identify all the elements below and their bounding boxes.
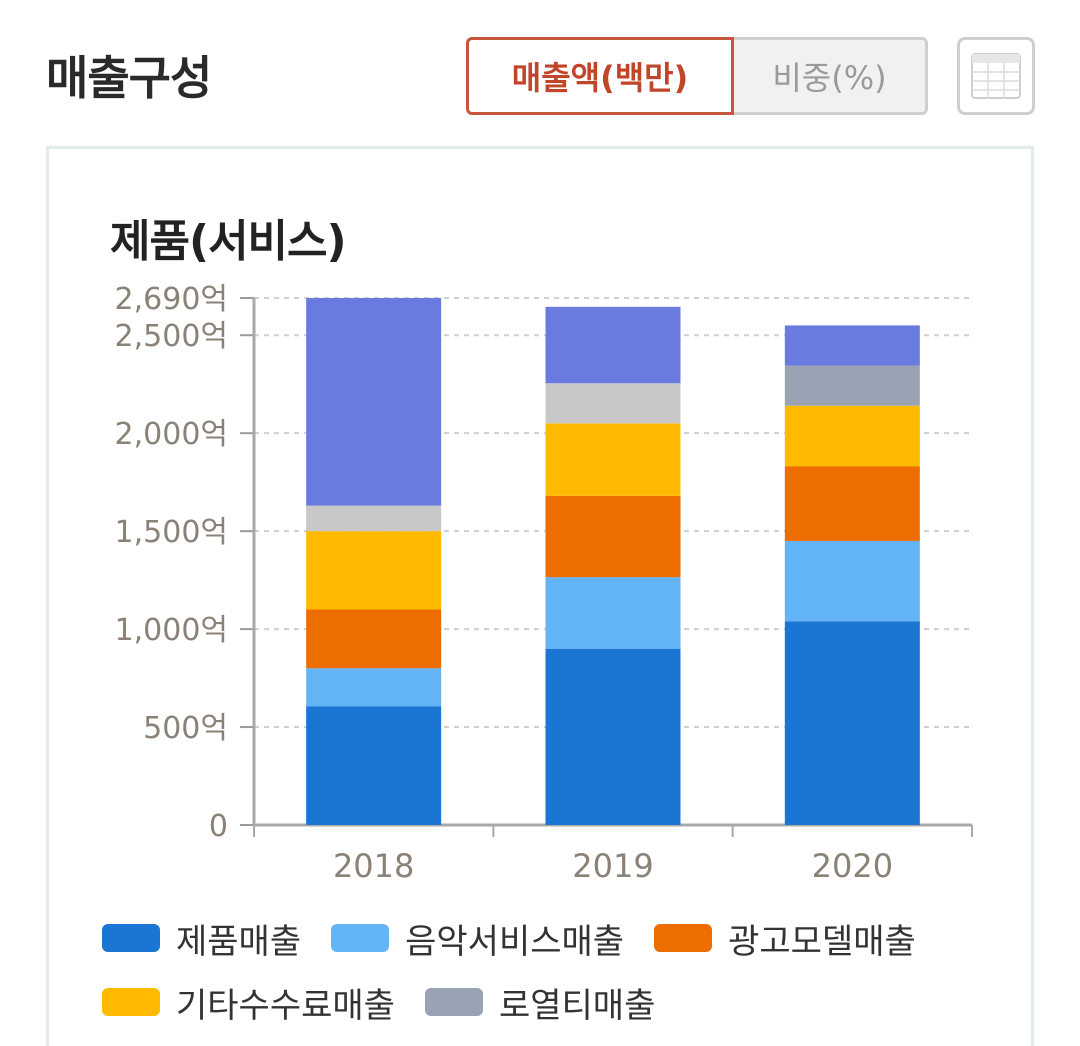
bar-segment (545, 495, 681, 578)
legend-item-product-sales[interactable]: 제품매출 (102, 914, 301, 963)
bar-segment (306, 609, 442, 669)
bar-segment (306, 505, 442, 532)
x-tick-label: 2020 (812, 847, 893, 885)
unit-toggle: 매출액(백만) 비중(%) (466, 37, 928, 115)
bar-segment (545, 577, 681, 649)
legend-swatch (331, 924, 390, 952)
bar-segment (784, 405, 920, 467)
legend-item-music-service-sales[interactable]: 음악서비스매출 (331, 914, 624, 963)
y-tick-label: 2,690억 (115, 282, 228, 317)
y-tick-label: 0 (209, 809, 228, 844)
bar-segment (306, 298, 442, 506)
legend-swatch (102, 924, 160, 952)
legend-item-other-fee-sales[interactable]: 기타수수료매출 (102, 978, 395, 1027)
y-tick-label: 2,500억 (115, 319, 228, 354)
page-title: 매출구성 (46, 51, 212, 105)
legend-item-ad-model-sales[interactable]: 광고모델매출 (654, 914, 916, 963)
bar-segment (306, 668, 442, 707)
legend-swatch (654, 924, 713, 952)
bar-segment (306, 706, 442, 825)
legend-swatch (424, 988, 483, 1016)
bar-segment (784, 325, 920, 366)
legend-label: 광고모델매출 (728, 921, 916, 962)
chart-legend: 제품매출 음악서비스매출 광고모델매출 기타수수료매출 로열티매출 (102, 908, 1002, 1036)
ratio-toggle-button[interactable]: 비중(%) (734, 37, 928, 115)
x-tick-label: 2019 (572, 847, 653, 885)
legend-label: 로열티매출 (498, 985, 656, 1026)
y-tick-label: 1,500억 (115, 515, 228, 550)
legend-label: 기타수수료매출 (176, 985, 395, 1026)
table-icon (971, 53, 1021, 99)
x-tick-label: 2018 (333, 847, 414, 885)
legend-label: 음악서비스매출 (405, 921, 625, 962)
bar-segment (784, 540, 920, 622)
table-view-button[interactable] (957, 37, 1035, 115)
bar-segment (545, 423, 681, 496)
y-tick-label: 1,000억 (115, 613, 228, 648)
legend-row-1: 제품매출 음악서비스매출 광고모델매출 (102, 908, 1002, 968)
y-tick-label: 2,000억 (115, 417, 228, 452)
legend-item-royalty-sales[interactable]: 로열티매출 (424, 978, 656, 1027)
legend-label: 제품매출 (176, 921, 302, 962)
legend-row-2: 기타수수료매출 로열티매출 (102, 972, 1002, 1032)
bar-segment (784, 621, 920, 825)
chart-title: 제품(서비스) (110, 216, 347, 267)
amount-toggle-button[interactable]: 매출액(백만) (466, 37, 734, 115)
bar-segment (545, 383, 681, 424)
legend-swatch (102, 988, 160, 1016)
bar-segment (545, 648, 681, 825)
bar-segment (784, 466, 920, 541)
bar-segment (545, 306, 681, 384)
bar-segment (306, 531, 442, 610)
y-tick-label: 500억 (143, 711, 228, 746)
bar-segment (784, 365, 920, 406)
